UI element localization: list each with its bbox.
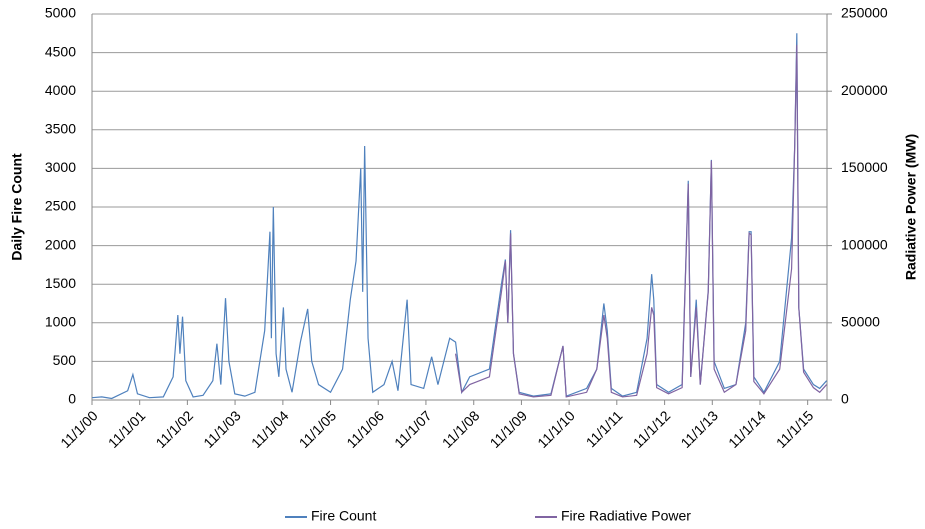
y-tick-label: 4000: [45, 82, 76, 98]
data-line: [454, 44, 828, 398]
x-tick-label: 11/1/05: [296, 407, 340, 451]
y2-tick-label: 250000: [841, 5, 888, 21]
x-tick-label: 11/1/13: [677, 407, 721, 451]
y2-tick-label: 100000: [841, 236, 888, 252]
y-tick-label: 3500: [45, 121, 76, 137]
y-tick-label: 4500: [45, 43, 76, 59]
x-tick-label: 11/1/07: [391, 407, 435, 451]
x-tick-label: 11/1/04: [248, 407, 292, 451]
y2-axis-title: Radiative Power (MW): [903, 134, 919, 280]
x-tick-label: 11/1/06: [343, 407, 387, 451]
x-tick-label: 11/1/08: [439, 407, 483, 451]
x-tick-label: 11/1/11: [583, 407, 626, 450]
y-axis-title: Daily Fire Count: [9, 153, 25, 261]
legend-label: Fire Count: [311, 508, 376, 524]
y-tick-label: 2500: [45, 198, 76, 214]
x-tick-label: 11/1/10: [534, 407, 578, 451]
y2-tick-label: 50000: [841, 314, 880, 330]
x-tick-label: 11/1/01: [105, 407, 149, 451]
y-tick-label: 1000: [45, 314, 76, 330]
x-tick-label: 11/1/15: [773, 407, 817, 451]
y-tick-label: 5000: [45, 5, 76, 21]
legend-label: Fire Radiative Power: [561, 508, 691, 524]
y-tick-label: 2000: [45, 236, 76, 252]
x-tick-label: 11/1/14: [725, 407, 769, 451]
y-tick-label: 1500: [45, 275, 76, 291]
y-tick-label: 3000: [45, 159, 76, 175]
y-tick-label: 500: [53, 352, 77, 368]
x-tick-label: 11/1/09: [487, 407, 531, 451]
x-tick-label: 11/1/02: [153, 407, 197, 451]
data-line: [91, 33, 828, 400]
y2-tick-label: 150000: [841, 159, 888, 175]
x-tick-label: 11/1/03: [200, 407, 244, 451]
y2-tick-label: 0: [841, 391, 849, 407]
x-tick-label: 11/1/00: [57, 407, 101, 451]
x-tick-label: 11/1/12: [630, 407, 674, 451]
y2-tick-label: 200000: [841, 82, 888, 98]
y-tick-label: 0: [68, 391, 76, 407]
